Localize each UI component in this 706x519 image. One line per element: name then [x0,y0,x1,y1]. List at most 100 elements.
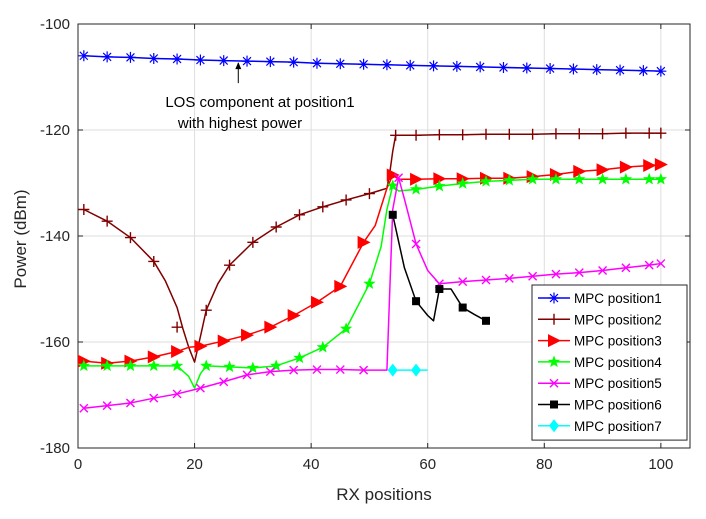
data-point [412,297,421,306]
series-line-4 [83,178,661,389]
data-point [387,363,398,377]
data-point [171,321,183,333]
data-point [217,334,231,348]
data-point [293,209,305,221]
x-axis-label: RX positions [336,485,431,504]
x-tick-label: 20 [186,456,203,473]
y-tick-label: -160 [40,334,70,351]
data-point [621,263,631,273]
data-point [264,56,276,68]
data-point [619,160,633,174]
x-tick-label: 60 [419,456,436,473]
data-point [194,54,206,66]
data-point [310,295,324,309]
data-point [269,359,283,372]
data-point [433,179,446,192]
data-point [654,157,668,171]
data-point [481,275,491,285]
y-tick-label: -120 [40,122,70,139]
data-point [643,127,655,139]
data-point [527,128,539,140]
legend-item: MPC position3 [538,334,662,349]
data-point [124,232,136,244]
data-point [591,64,603,76]
legend-items: MPC position1 MPC position2 MPC position3 M… [538,291,662,434]
data-point [200,359,213,372]
data-point [526,172,539,185]
data-point [654,172,668,185]
data-point [411,239,421,249]
data-point [219,377,229,387]
data-point [474,61,486,73]
y-tick-label: -180 [40,440,70,457]
y-tick-label: -100 [40,16,70,33]
data-point [386,179,399,191]
data-point [242,370,252,380]
data-point [644,260,654,270]
data-point [479,174,493,187]
data-point [544,63,556,75]
annotation-arrowhead [235,62,242,70]
data-point [404,59,416,71]
data-point [194,339,208,353]
data-point [503,128,515,140]
legend-label: MPC position4 [574,355,662,370]
data-point [549,172,563,185]
data-point [573,172,586,185]
data-point [288,56,300,68]
data-point [363,277,376,289]
data-point [394,173,404,183]
data-point [270,221,282,233]
data-point [521,62,533,74]
series-2 [78,127,667,363]
legend-label: MPC position5 [574,376,662,391]
data-point [289,365,299,375]
data-point [458,303,467,312]
data-point [148,255,160,267]
legend: MPC position1 MPC position2 MPC position3 M… [531,284,688,441]
annotation: LOS component at position1 with highest … [165,62,355,132]
data-point [596,163,610,177]
y-tick-label: -140 [40,228,70,245]
data-point [171,345,185,359]
y-axis-label: Power (dBm) [11,189,30,288]
data-point [264,320,278,334]
data-point [218,55,230,67]
data-point [528,271,538,281]
data-point [339,322,353,335]
data-point [551,269,561,279]
data-point [357,235,371,249]
data-point [655,127,667,139]
series-line-5 [83,176,661,409]
data-point [147,350,161,364]
data-point [410,129,422,141]
legend-label: MPC position1 [574,291,662,306]
data-point [614,64,626,76]
data-point [316,340,329,353]
data-point [335,365,345,375]
legend-item: MPC position2 [538,312,662,327]
data-point [656,259,666,269]
data-point [358,58,370,70]
x-tick-label: 0 [74,456,82,473]
data-point [411,363,422,377]
legend-marker [548,313,560,325]
data-point [265,367,275,377]
data-point [643,159,657,173]
data-point [200,304,212,316]
data-point [497,61,509,73]
data-point [381,59,393,71]
legend-label: MPC position2 [574,312,662,327]
data-point [482,316,490,325]
data-point [457,129,469,141]
data-point [458,277,468,287]
x-tick-label: 40 [303,456,320,473]
data-point [241,55,253,67]
data-point [312,365,322,375]
legend-item: MPC position4 [538,355,662,370]
series-5 [79,173,666,413]
legend-marker [549,378,559,388]
data-point [293,351,306,364]
data-point [433,129,445,141]
